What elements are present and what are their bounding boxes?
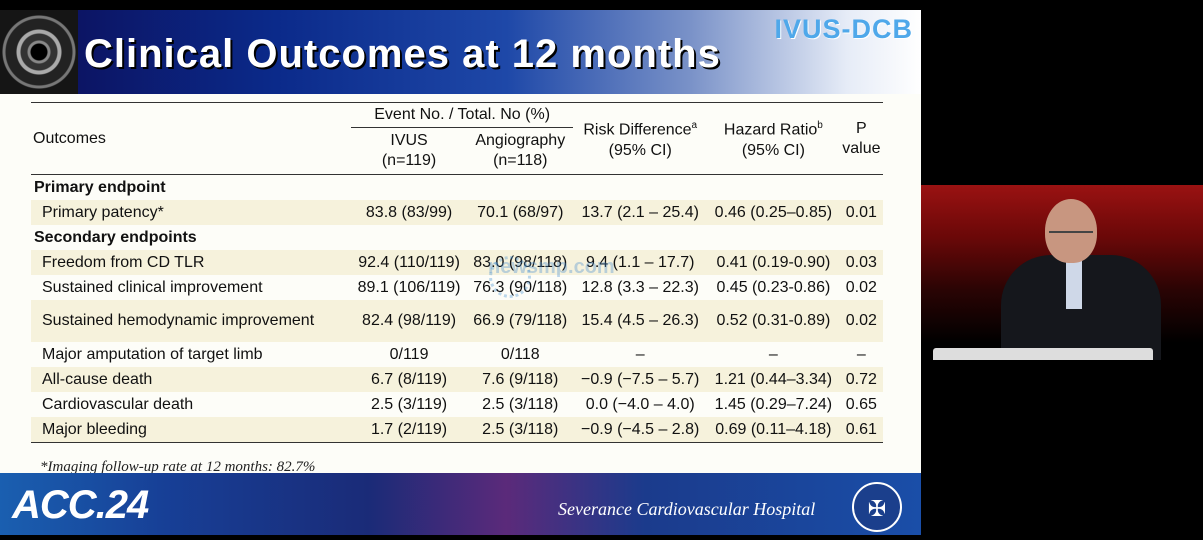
podium — [933, 348, 1153, 360]
cell-risk-difference: 9.4 (1.1 – 17.7) — [573, 250, 708, 275]
cell-outcome: All-cause death — [31, 367, 351, 392]
cell-angiography: 2.5 (3/118) — [482, 395, 559, 413]
cell-p-value: 0.03 — [839, 250, 883, 275]
cell-p-value: 0.01 — [839, 200, 883, 225]
table-row: Primary patency* 83.8 (83/99) 70.1 (68/97)… — [31, 200, 883, 225]
ivus-image-thumbnail — [0, 10, 78, 94]
presentation-slide: Clinical Outcomes at 12 months IVUS-DCB … — [0, 10, 921, 535]
table-row: Sustained hemodynamic improvement 82.4 (9… — [31, 300, 883, 342]
section-row: Secondary endpoints — [31, 225, 883, 250]
cell-angiography: 7.6 (9/118) — [467, 367, 574, 392]
cell-outcome: Major bleeding — [31, 417, 351, 443]
cell-angiography: 0/118 — [500, 345, 540, 363]
watermark-icon — [489, 256, 531, 298]
outcomes-table-container: Outcomes Event No. / Total. No (%) Risk … — [31, 102, 883, 443]
cell-angiography: 66.9 (79/118) — [467, 300, 574, 342]
cell-hazard-ratio: 1.45 (0.29–7.24) — [714, 395, 833, 413]
speaker-glasses — [1049, 225, 1093, 233]
table-row: All-cause death 6.7 (8/119) 7.6 (9/118) −0.… — [31, 367, 883, 392]
cell-p-value: – — [856, 345, 866, 363]
table-row: Cardiovascular death 2.5 (3/119) 2.5 (3/11… — [31, 392, 883, 417]
cell-p-value: 0.61 — [839, 417, 883, 443]
cell-outcome: Freedom from CD TLR — [31, 250, 351, 275]
table-row: Sustained clinical improvement 89.1 (106/… — [31, 275, 883, 300]
cell-p-value: 0.02 — [839, 300, 883, 342]
section-label: Secondary endpoints — [34, 228, 197, 246]
slide-footer: ACC.24 Severance Cardiovascular Hospital… — [0, 473, 921, 535]
cell-risk-difference: 13.7 (2.1 – 25.4) — [573, 200, 708, 225]
cell-angiography: 70.1 (68/97) — [467, 200, 574, 225]
header-ivus: IVUS (n=119) — [381, 132, 437, 169]
speaker-shirt — [1066, 259, 1082, 309]
cell-risk-difference: 12.8 (3.3 – 22.3) — [581, 278, 699, 296]
header-hazard-ratio: Hazard Ratiob (95% CI) — [723, 120, 823, 159]
slide-header: Clinical Outcomes at 12 months IVUS-DCB — [0, 10, 921, 94]
cell-risk-difference: 0.0 (−4.0 – 4.0) — [585, 395, 695, 413]
table-row: Freedom from CD TLR 92.4 (110/119) 83.0 (9… — [31, 250, 883, 275]
cell-risk-difference: – — [635, 345, 645, 363]
cell-hazard-ratio: 0.52 (0.31-0.89) — [707, 300, 840, 342]
cell-ivus: 2.5 (3/119) — [370, 395, 448, 413]
cell-hazard-ratio: 1.21 (0.44–3.34) — [707, 367, 840, 392]
table-row: Major bleeding 1.7 (2/119) 2.5 (3/118) −0.9… — [31, 417, 883, 443]
cell-ivus: 0/119 — [389, 345, 429, 363]
cell-ivus: 89.1 (106/119) — [357, 278, 461, 296]
cell-ivus: 1.7 (2/119) — [350, 417, 468, 443]
study-tag: IVUS-DCB — [774, 14, 913, 44]
section-label: Primary endpoint — [34, 178, 166, 196]
cell-hazard-ratio: 0.46 (0.25–0.85) — [707, 200, 840, 225]
cell-ivus: 82.4 (98/119) — [350, 300, 468, 342]
speaker-video — [921, 185, 1203, 360]
cell-p-value: 0.72 — [839, 367, 883, 392]
header-angiography: Angiography (n=118) — [475, 132, 566, 169]
cell-risk-difference: −0.9 (−4.5 – 2.8) — [573, 417, 708, 443]
outcomes-table: Outcomes Event No. / Total. No (%) Risk … — [31, 102, 883, 443]
header-risk-difference: Risk Differencea (95% CI) — [583, 120, 698, 159]
header-outcomes: Outcomes — [33, 129, 106, 147]
table-body: Primary endpoint Primary patency* 83.8 (83… — [31, 175, 883, 443]
table-row: Major amputation of target limb 0/119 0/11… — [31, 342, 883, 367]
cell-p-value: 0.65 — [845, 395, 877, 413]
university-seal-icon: ✠ — [852, 482, 902, 532]
cell-ivus: 92.4 (110/119) — [350, 250, 468, 275]
conference-logo: ACC.24 — [12, 483, 149, 527]
cell-risk-difference: −0.9 (−7.5 – 5.7) — [573, 367, 708, 392]
section-row: Primary endpoint — [31, 175, 883, 201]
hospital-name: Severance Cardiovascular Hospital — [558, 499, 816, 519]
cell-outcome: Sustained hemodynamic improvement — [31, 300, 351, 342]
cell-outcome: Sustained clinical improvement — [42, 278, 263, 296]
cell-risk-difference: 15.4 (4.5 – 26.3) — [573, 300, 708, 342]
watermark-text: newsmp.com — [488, 256, 615, 278]
cell-hazard-ratio: 0.41 (0.19-0.90) — [707, 250, 840, 275]
footnote: *Imaging follow-up rate at 12 months: 82… — [40, 459, 316, 475]
cell-outcome: Cardiovascular death — [42, 395, 194, 413]
cell-angiography: 2.5 (3/118) — [467, 417, 574, 443]
header-event-group: Event No. / Total. No (%) — [350, 102, 574, 128]
slide-title: Clinical Outcomes at 12 months — [84, 32, 721, 76]
cell-hazard-ratio: 0.69 (0.11–4.18) — [707, 417, 840, 443]
cell-outcome: Primary patency* — [31, 200, 351, 225]
cell-hazard-ratio: – — [768, 345, 778, 363]
cell-p-value: 0.02 — [845, 278, 877, 296]
cell-ivus: 6.7 (8/119) — [350, 367, 468, 392]
cell-hazard-ratio: 0.45 (0.23-0.86) — [716, 278, 831, 296]
cell-outcome: Major amputation of target limb — [42, 345, 263, 363]
cell-ivus: 83.8 (83/99) — [350, 200, 468, 225]
